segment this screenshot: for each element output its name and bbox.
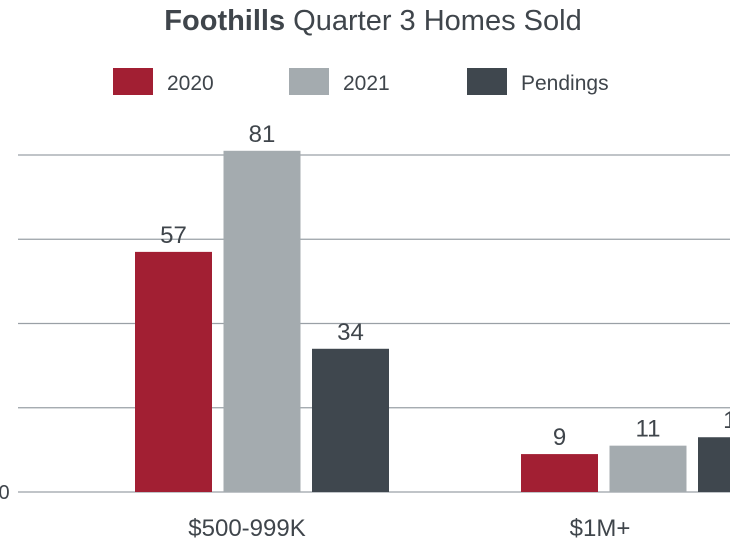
legend-swatch — [467, 68, 507, 95]
category-labels: $500-999K $1M+ — [188, 515, 630, 542]
data-label: 9 — [553, 424, 566, 451]
legend-label: Pendings — [521, 72, 609, 95]
bar — [521, 454, 598, 492]
data-label: 11 — [636, 416, 661, 443]
legend: 2020 2021 Pendings — [113, 68, 609, 95]
legend-swatch — [289, 68, 329, 95]
y-tick-label: 0 — [0, 482, 10, 504]
data-label: 81 — [249, 121, 276, 148]
legend-swatch — [113, 68, 153, 95]
bar — [135, 251, 212, 492]
data-label: 34 — [337, 319, 364, 346]
y-axis-ticks: 0 — [0, 482, 10, 504]
bar — [223, 150, 301, 492]
bar — [609, 445, 687, 492]
bar — [698, 437, 730, 492]
chart-title: Foothills Quarter 3 Homes Sold — [164, 5, 581, 37]
data-label: 57 — [160, 222, 187, 249]
x-category-label: $1M+ — [570, 515, 631, 542]
bars: 57 81 34 9 11 13 — [135, 121, 730, 492]
legend-label: 2021 — [343, 72, 390, 95]
data-label: 13 — [723, 407, 730, 434]
bar — [312, 348, 389, 492]
chart-title-bold: Foothills — [164, 5, 285, 37]
legend-label: 2020 — [167, 72, 214, 95]
x-category-label: $500-999K — [188, 515, 305, 542]
chart-title-rest: Quarter 3 Homes Sold — [285, 5, 582, 37]
